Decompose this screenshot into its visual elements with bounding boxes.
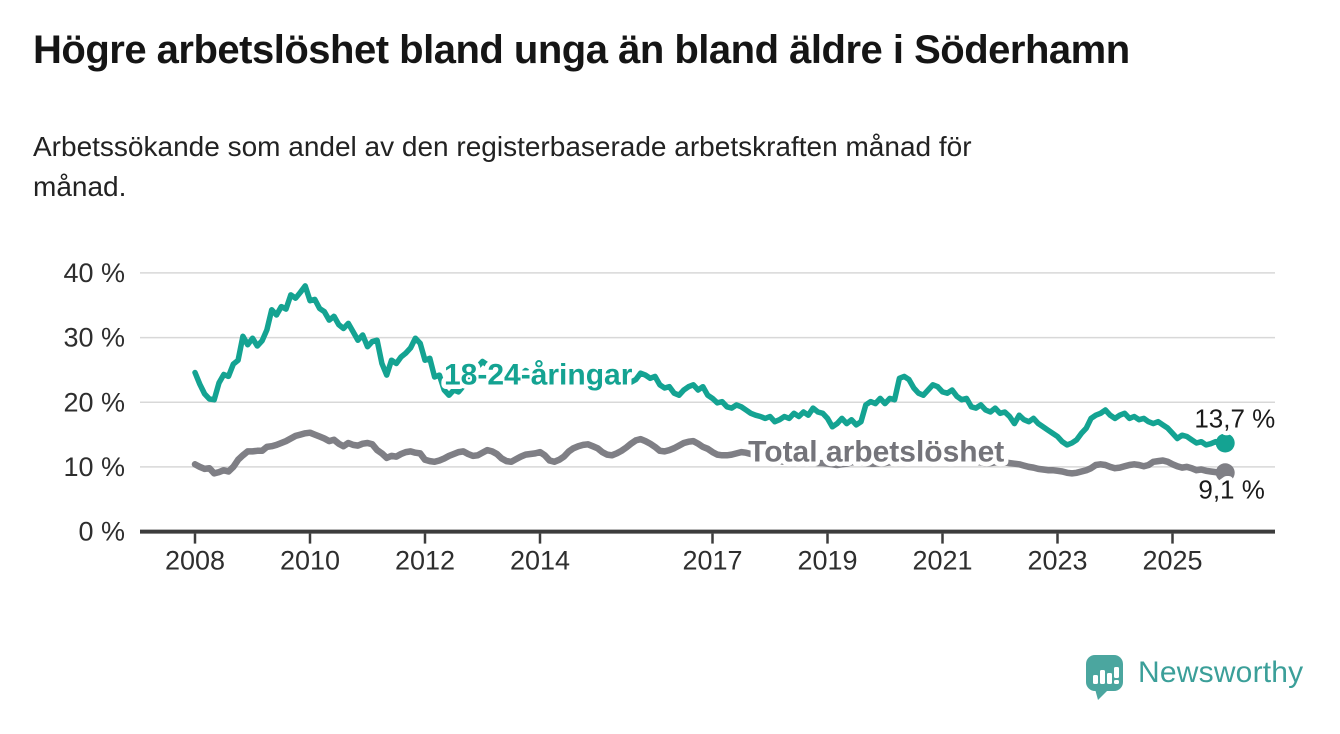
logo-bar-1 xyxy=(1093,675,1098,684)
series-line-18-24-åringar xyxy=(192,283,1228,448)
logo-exclamation-dot xyxy=(1114,680,1119,684)
logo-speech-tail xyxy=(1095,689,1109,700)
unemployment-line-chart: 0 % 10 % 20 % 30 % 40 % 2008 2010 2012 2014 2017 2… xyxy=(63,258,1279,576)
annotation-label-young: 18-24-åringar xyxy=(444,359,633,392)
logo-bar-3 xyxy=(1107,673,1112,684)
logo-bar-2 xyxy=(1100,670,1105,684)
logo-exclamation-bar xyxy=(1114,667,1119,678)
x-axis-label-2014: 2014 xyxy=(510,546,570,576)
newsworthy-logo-icon xyxy=(1086,655,1123,700)
annotation-value-young: 13,7 % xyxy=(1194,403,1275,433)
y-axis-label-30: 30 % xyxy=(63,323,125,353)
x-axis-label-2012: 2012 xyxy=(395,546,455,576)
x-axis-label-2025: 2025 xyxy=(1142,546,1202,576)
x-axis-label-2008: 2008 xyxy=(165,546,225,576)
series-line-Total arbetslöshet xyxy=(191,429,1229,477)
newsworthy-logo-text: Newsworthy xyxy=(1138,656,1304,689)
y-axis-label-20: 20 % xyxy=(63,387,125,417)
x-axis-label-2017: 2017 xyxy=(682,546,742,576)
x-axis-label-2010: 2010 xyxy=(280,546,340,576)
x-axis-label-2021: 2021 xyxy=(912,546,972,576)
series-end-dot-18-24-åringar xyxy=(1215,433,1235,453)
x-axis-label-2019: 2019 xyxy=(797,546,857,576)
page-subtitle: Arbetssökande som andel av den registerb… xyxy=(33,131,972,203)
y-axis-label-0: 0 % xyxy=(78,517,125,547)
annotation-value-total: 9,1 % xyxy=(1198,475,1265,505)
newsworthy-logo: Newsworthy xyxy=(1086,655,1304,700)
series-end-dot-Total arbetslöshet xyxy=(1215,463,1235,483)
y-axis-label-10: 10 % xyxy=(63,452,125,482)
annotation-label-total: Total arbetslöshet xyxy=(748,436,1004,469)
x-axis-label-2023: 2023 xyxy=(1027,546,1087,576)
y-axis-label-40: 40 % xyxy=(63,258,125,288)
page-title: Högre arbetslöshet bland unga än bland ä… xyxy=(33,28,1130,72)
